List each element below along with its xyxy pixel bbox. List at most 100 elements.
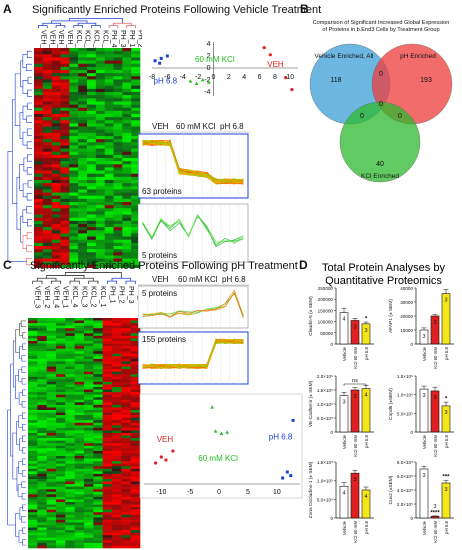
panel-c-heatmap-cell [121, 453, 131, 457]
panel-a-heatmap-cell [122, 230, 132, 234]
panel-a-heatmap-cell [34, 255, 44, 259]
panel-c-pca-point-kcl [225, 430, 229, 434]
panel-c-dendro-link [21, 493, 26, 500]
panel-d-y-tick-label: 2.0×10⁵ [397, 502, 413, 507]
panel-c-dendro-link [20, 320, 26, 327]
panel-a-heatmap-cell [113, 164, 123, 168]
panel-c-heatmap-cell [37, 392, 47, 395]
panel-c-heatmap-cell [121, 489, 131, 493]
panel-a-heatmap-cell [60, 186, 70, 190]
panel-a-heatmap-cell [113, 63, 123, 68]
panel-d-y-tick-label: 8.0×10⁵ [397, 460, 413, 465]
panel-a-column-label: KCL_1 [101, 30, 108, 52]
panel-a-heatmap-cell [122, 114, 132, 118]
panel-c-heatmap-cell [65, 353, 75, 357]
panel-a-heatmap-cell [51, 224, 61, 228]
panel-c-heatmap-cell [112, 335, 122, 339]
panel-a-dendro-link [113, 22, 132, 26]
panel-c-heatmap-cell [102, 456, 113, 459]
panel-a-heatmap-cell [51, 189, 61, 193]
panel-a-heatmap-cell [131, 161, 141, 165]
panel-a-heatmap-cell [78, 220, 88, 225]
panel-c-heatmap-cell [121, 527, 131, 531]
panel-c-dendro-link [106, 280, 118, 284]
panel-c-heatmap-cell [93, 517, 103, 521]
panel-a-heatmap-cell [131, 158, 141, 162]
panel-a-heatmap-cell [42, 217, 52, 222]
panel-c-heatmap-cell [112, 453, 122, 457]
panel-a-heatmap-cell [34, 98, 44, 102]
panel-c-heatmap-cell [93, 450, 103, 454]
panel-c-heatmap-cell [84, 422, 94, 426]
panel-c-heatmap-cell [130, 338, 141, 342]
panel-c-heatmap-cell [130, 318, 141, 321]
panel-c-heatmap-cell [84, 412, 94, 416]
panel-d-y-tick-label: 0 [330, 342, 333, 347]
panel-c-heatmap-cell [93, 499, 103, 503]
panel-a-heatmap-cell [60, 120, 70, 124]
panel-c-heatmap-cell [112, 353, 122, 357]
panel-c-heatmap-cell [112, 512, 122, 516]
panel-c-heatmap-cell [28, 425, 38, 429]
panel-c-dendro-link [22, 527, 26, 534]
panel-a-heatmap-cell [60, 154, 70, 159]
panel-c-heatmap-cell [130, 514, 141, 518]
panel-a-heatmap-cell [78, 230, 88, 234]
panel-c-heatmap-cell [37, 333, 47, 337]
panel-c-heatmap-cell [93, 512, 103, 516]
panel-c-heatmap-cell [37, 410, 47, 413]
panel-c-heatmap-cell [74, 448, 85, 452]
panel-c-heatmap-cell [121, 338, 131, 342]
panel-a-heatmap-cell [104, 57, 114, 61]
panel-a-heatmap-cell [51, 66, 61, 71]
panel-a-heatmap-cell [51, 148, 61, 153]
panel-a-heatmap-cell [78, 151, 88, 156]
panel-a-heatmap-cell [104, 76, 114, 80]
panel-c-heatmap-cell [121, 318, 131, 321]
panel-a-heatmap-cell [131, 148, 141, 153]
panel-c-heatmap-cell [46, 351, 57, 355]
panel-a-heatmap-cell [104, 189, 114, 193]
panel-a-heatmap-cell [51, 161, 61, 165]
panel-c-heatmap-cell [112, 458, 122, 462]
panel-a-heatmap-cell [87, 214, 97, 219]
panel-a-heatmap-cell [87, 132, 97, 137]
panel-c-heatmap-cell [56, 328, 66, 332]
panel-a-heatmap-cell [131, 129, 141, 134]
panel-d-x-label: KCl 60 mM [433, 521, 438, 543]
panel-c-heatmap-cell [28, 389, 38, 393]
panel-c-heatmap-cell [65, 486, 75, 490]
panel-c-heatmap-cell [102, 481, 113, 485]
panel-d-y-tick-label: 0 [330, 430, 333, 435]
panel-c-heatmap-cell [28, 450, 38, 454]
panel-c-heatmap-cell [84, 381, 94, 385]
panel-a-heatmap-cell [42, 164, 52, 168]
panel-d-x-label: pH 6.8 [444, 434, 449, 447]
panel-c-heatmap-cell [37, 468, 47, 472]
panel-c-heatmap-cell [65, 489, 75, 493]
panel-c-heatmap-cell [74, 463, 85, 467]
panel-a-heatmap-cell [60, 107, 70, 112]
panel-a-heatmap-cell [69, 264, 79, 268]
panel-a-heatmap-cell [69, 139, 79, 143]
panel-a-heatmap-cell [104, 258, 114, 263]
panel-c-heatmap-cell [121, 361, 131, 365]
panel-d-x-label: Vehicle [422, 346, 427, 361]
panel-c-heatmap-cell [102, 509, 113, 513]
panel-a-heatmap-cell [34, 161, 44, 165]
panel-c-heatmap-cell [84, 453, 94, 457]
panel-c-heatmap-cell [56, 527, 66, 531]
panel-c-heatmap-cell [28, 353, 38, 357]
panel-d-y-tick-label: 0 [410, 430, 413, 435]
panel-c-heatmap-cell [93, 471, 103, 475]
panel-a-heatmap-cell [34, 60, 44, 65]
panel-a-heatmap-cell [87, 63, 97, 68]
panel-a-heatmap-cell [87, 164, 97, 168]
panel-a-heatmap-cell [113, 123, 123, 127]
panel-c-heatmap-cell [65, 387, 75, 390]
panel-a-heatmap-cell [113, 148, 123, 153]
panel-c-heatmap-cell [65, 328, 75, 332]
panel-a-dendro-link [108, 25, 119, 28]
panel-a-heatmap-cell [131, 98, 141, 102]
panel-a-dendro-link [26, 115, 32, 123]
